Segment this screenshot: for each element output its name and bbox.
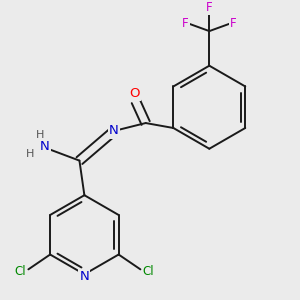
Text: Cl: Cl	[142, 265, 154, 278]
Text: F: F	[206, 1, 213, 14]
Text: F: F	[230, 17, 236, 30]
Text: N: N	[80, 270, 89, 283]
Text: H: H	[26, 149, 34, 159]
Text: O: O	[130, 87, 140, 100]
Text: N: N	[40, 140, 50, 153]
Text: Cl: Cl	[15, 265, 26, 278]
Text: F: F	[182, 17, 189, 30]
Text: N: N	[109, 124, 119, 137]
Text: H: H	[36, 130, 44, 140]
